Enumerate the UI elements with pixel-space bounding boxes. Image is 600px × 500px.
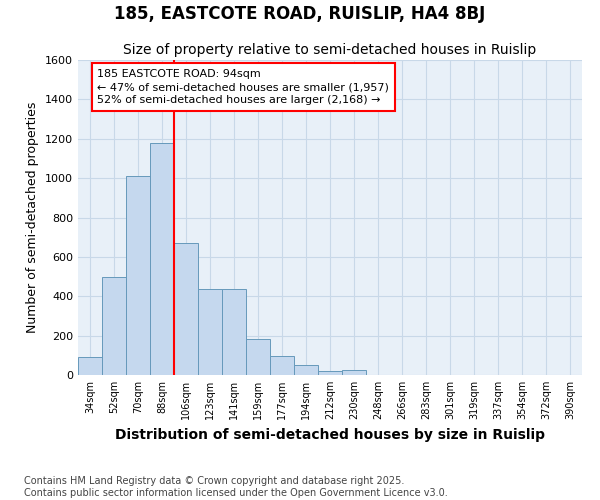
Text: 185, EASTCOTE ROAD, RUISLIP, HA4 8BJ: 185, EASTCOTE ROAD, RUISLIP, HA4 8BJ	[115, 5, 485, 23]
Bar	[342, 370, 366, 375]
Bar	[150, 142, 174, 375]
Bar	[294, 365, 318, 375]
Bar	[270, 356, 294, 375]
Text: 185 EASTCOTE ROAD: 94sqm
← 47% of semi-detached houses are smaller (1,957)
52% o: 185 EASTCOTE ROAD: 94sqm ← 47% of semi-d…	[97, 69, 389, 106]
Bar	[102, 276, 126, 375]
Title: Size of property relative to semi-detached houses in Ruislip: Size of property relative to semi-detach…	[124, 44, 536, 58]
Bar	[198, 290, 222, 375]
Text: Contains HM Land Registry data © Crown copyright and database right 2025.
Contai: Contains HM Land Registry data © Crown c…	[24, 476, 448, 498]
Bar	[174, 243, 198, 375]
X-axis label: Distribution of semi-detached houses by size in Ruislip: Distribution of semi-detached houses by …	[115, 428, 545, 442]
Y-axis label: Number of semi-detached properties: Number of semi-detached properties	[26, 102, 40, 333]
Bar	[78, 358, 102, 375]
Bar	[222, 290, 246, 375]
Bar	[318, 371, 342, 375]
Bar	[126, 176, 150, 375]
Bar	[246, 338, 270, 375]
